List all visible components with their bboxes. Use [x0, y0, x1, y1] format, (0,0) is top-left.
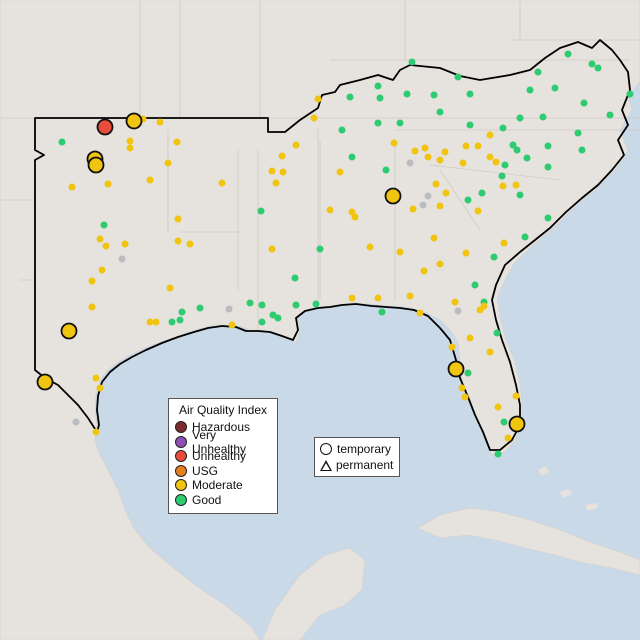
- moderate-markers: [68, 95, 520, 442]
- aqi-legend-item-usg: USG: [175, 464, 271, 479]
- triangle-icon: [320, 459, 332, 471]
- very-unhealthy-swatch-icon: [175, 435, 187, 448]
- usg-swatch-icon: [175, 464, 187, 477]
- aqi-legend-label: Unhealthy: [192, 449, 247, 464]
- site-type-item-permanent: permanent: [320, 457, 394, 473]
- site-type-label: permanent: [336, 458, 394, 472]
- land-cuba: [417, 507, 640, 576]
- site-type-legend: temporary permanent: [314, 437, 400, 477]
- aqi-legend-label: USG: [192, 463, 219, 478]
- aqi-legend-label: Hazardous: [192, 420, 251, 435]
- aqi-legend-item-very-unhealthy: Very Unhealthy: [175, 428, 271, 456]
- good-markers: [58, 50, 634, 458]
- moderate-swatch-icon: [175, 479, 187, 492]
- circle-icon: [320, 443, 332, 455]
- site-type-label: temporary: [337, 442, 392, 456]
- aqi-legend-item-hazardous: Hazardous: [175, 420, 271, 435]
- hazardous-swatch-icon: [175, 421, 187, 434]
- aqi-legend-item-good: Good: [175, 493, 271, 508]
- good-swatch-icon: [175, 493, 187, 506]
- gray-markers: [72, 159, 462, 426]
- aqi-legend-label: Moderate: [192, 478, 243, 493]
- aqi-legend: Air Quality Index Hazardous Very Unhealt…: [168, 398, 278, 514]
- land-yucatan: [261, 547, 366, 640]
- aqi-legend-item-unhealthy: Unhealthy: [175, 449, 271, 464]
- temporary-sites: [36, 112, 526, 433]
- aqi-legend-item-moderate: Moderate: [175, 478, 271, 493]
- unhealthy-swatch-icon: [175, 450, 187, 463]
- region-outline: [34, 39, 631, 451]
- aqi-legend-label: Good: [192, 492, 222, 507]
- aqi-legend-title: Air Quality Index: [178, 403, 268, 417]
- aqi-legend-label: Very Unhealthy: [192, 427, 247, 456]
- site-type-item-temporary: temporary: [320, 441, 394, 457]
